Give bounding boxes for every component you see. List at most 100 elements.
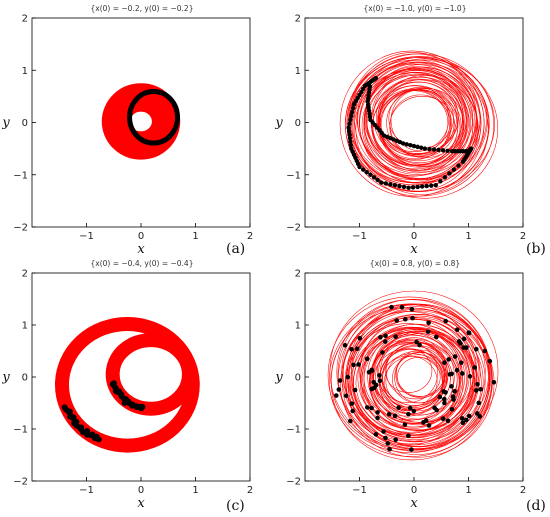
panel-d-plot: −1 0 1 2 −2 −1 0 1 2 x y <box>274 269 526 512</box>
data-point <box>349 401 355 406</box>
data-point <box>427 146 432 152</box>
data-point <box>408 142 413 148</box>
x-tick-label: 0 <box>411 231 417 242</box>
trajectory-loop <box>337 299 491 450</box>
data-point <box>442 175 448 180</box>
data-point <box>399 304 405 310</box>
data-point <box>426 423 432 428</box>
data-point <box>410 185 416 190</box>
y-tick-label: −2 <box>286 223 301 234</box>
data-point <box>394 318 400 323</box>
y-tick-label: 0 <box>295 118 301 129</box>
data-point <box>473 388 479 393</box>
data-point <box>424 183 429 189</box>
trajectory-loop <box>375 78 459 155</box>
panel-c: {x(0) = −0.4, y(0) = −0.4} (c) <box>91 259 245 514</box>
panel-b: {x(0) = −1.0, y(0) = −1.0} (b) <box>364 4 546 257</box>
data-point <box>347 132 352 137</box>
data-point <box>354 346 360 352</box>
trajectory-loop <box>355 62 489 195</box>
data-point <box>475 381 480 387</box>
data-point <box>357 164 362 170</box>
data-point <box>422 146 428 151</box>
trajectory-loop <box>366 73 468 174</box>
panel-c-plot: −1 0 1 2 −2 −1 0 1 2 x y <box>1 269 253 512</box>
trajectory-loop <box>378 75 469 167</box>
data-point <box>383 333 388 339</box>
data-point <box>388 182 393 187</box>
data-point <box>345 374 351 380</box>
data-point <box>346 129 352 134</box>
trajectory-loop <box>361 331 461 434</box>
data-point <box>349 347 354 352</box>
trajectory-loop <box>380 87 462 165</box>
trajectory-loop <box>327 296 492 453</box>
data-point <box>423 418 429 423</box>
trajectory-loop <box>363 74 479 181</box>
data-point <box>406 185 411 191</box>
data-point <box>364 356 370 362</box>
y-tick-label: −2 <box>13 477 28 488</box>
data-point <box>382 339 388 344</box>
data-point <box>466 413 472 419</box>
data-point <box>460 420 466 426</box>
data-point <box>482 348 488 354</box>
data-point <box>447 372 453 377</box>
x-axis-label: x <box>137 242 145 257</box>
data-point <box>443 318 448 324</box>
x-tick-label: 2 <box>520 231 526 242</box>
y-tick-label: 1 <box>295 321 301 332</box>
y-tick-label: −1 <box>13 170 28 181</box>
trajectory-loop <box>346 56 490 193</box>
data-point <box>367 84 373 89</box>
data-point <box>419 184 425 189</box>
data-point <box>95 436 102 443</box>
x-axis-label: x <box>410 496 418 511</box>
panel-a-plot: −1 0 1 2 −2 −1 0 1 2 x y <box>1 14 253 258</box>
data-point <box>375 415 380 421</box>
data-point <box>337 378 343 383</box>
y-tick-label: 0 <box>22 373 28 384</box>
panel-d-title: {x(0) = 0.8, y(0) = 0.8} <box>370 259 460 268</box>
data-point <box>478 386 483 392</box>
data-point <box>350 408 356 414</box>
x-tick-label: 0 <box>411 485 417 496</box>
data-point <box>392 413 398 419</box>
trajectory-loop <box>363 330 476 432</box>
data-point <box>392 183 398 188</box>
y-tick-label: −1 <box>286 170 301 181</box>
data-point <box>442 400 447 406</box>
data-point <box>440 416 446 422</box>
x-tick-label: −1 <box>352 485 367 496</box>
data-point <box>456 163 461 168</box>
data-point <box>364 405 370 410</box>
x-tick-label: 1 <box>465 231 471 242</box>
x-tick-label: −1 <box>79 485 94 496</box>
data-point <box>467 374 473 379</box>
panel-b-label: (b) <box>526 241 546 257</box>
panel-a-label: (a) <box>226 241 245 257</box>
data-point <box>397 183 402 189</box>
data-point <box>454 327 460 332</box>
trajectory-loop <box>345 317 471 446</box>
trajectory-loop <box>395 352 446 398</box>
data-point <box>415 144 420 150</box>
data-point <box>351 102 357 107</box>
data-point <box>389 304 394 310</box>
data-point <box>350 105 356 111</box>
data-point <box>364 169 369 175</box>
data-point <box>436 147 441 153</box>
data-point <box>419 145 424 150</box>
data-point <box>417 342 422 348</box>
data-point <box>347 135 353 141</box>
data-point <box>348 142 354 148</box>
y-tick-label: 0 <box>295 373 301 384</box>
data-point <box>375 410 380 415</box>
x-tick-label: −1 <box>352 231 367 242</box>
data-point <box>406 433 411 439</box>
data-point <box>411 408 417 414</box>
data-point <box>458 341 463 346</box>
data-point <box>476 400 482 406</box>
trajectory-loop <box>386 87 464 158</box>
